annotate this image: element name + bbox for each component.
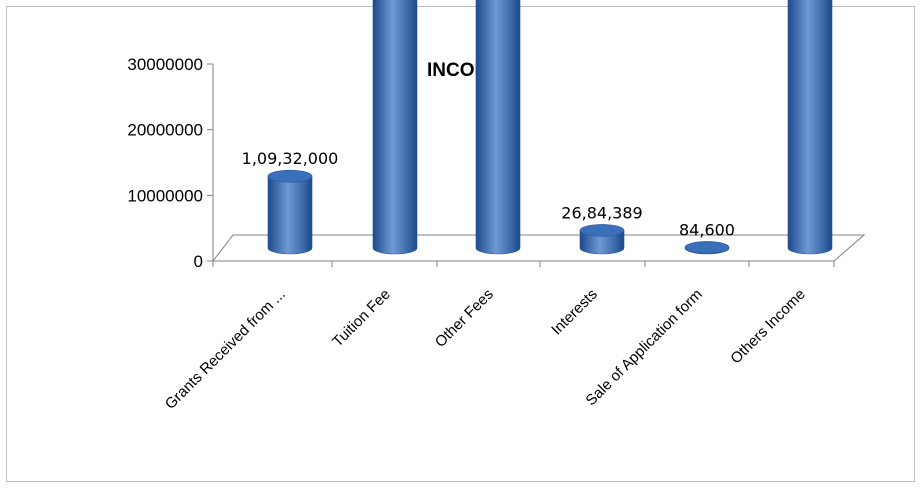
category-label: Interests: [548, 286, 601, 339]
bar-top: [579, 224, 625, 237]
bar-body: [267, 175, 313, 255]
category-labels: Grants Received from ... Tuition Fee Other…: [162, 286, 809, 413]
y-tick-label: 30000000: [127, 55, 203, 74]
data-label: 84,600: [679, 220, 735, 239]
y-tick-label: 0: [194, 252, 203, 271]
bar: [267, 169, 313, 255]
bar-top: [684, 241, 730, 254]
bar-body: [579, 230, 625, 255]
data-label: 26,84,389: [561, 203, 642, 222]
data-label: 1,09,32,000: [242, 149, 339, 168]
bar: [475, 0, 521, 255]
bar-body: [372, 0, 418, 255]
bar: [579, 224, 625, 255]
y-tick-label: 20000000: [127, 121, 203, 140]
category-label: Tuition Fee: [329, 286, 394, 351]
category-label: Others Income: [727, 286, 809, 368]
category-label: Grants Received from ...: [162, 286, 289, 413]
bar: [787, 0, 833, 255]
bars: [267, 0, 833, 255]
bar-body: [787, 0, 833, 255]
y-tick-label: 10000000: [127, 186, 203, 205]
axes: 0 10000000 20000000 30000000: [127, 55, 214, 271]
bar-body: [475, 0, 521, 255]
bar: [372, 0, 418, 255]
data-labels: 1,09,32,00010,62,58,1575,71,64,26726,84,…: [242, 149, 735, 239]
category-label: Other Fees: [432, 286, 497, 351]
bar-top: [267, 169, 313, 183]
bar: [684, 241, 730, 255]
category-label: Sale of Application form: [582, 286, 705, 409]
